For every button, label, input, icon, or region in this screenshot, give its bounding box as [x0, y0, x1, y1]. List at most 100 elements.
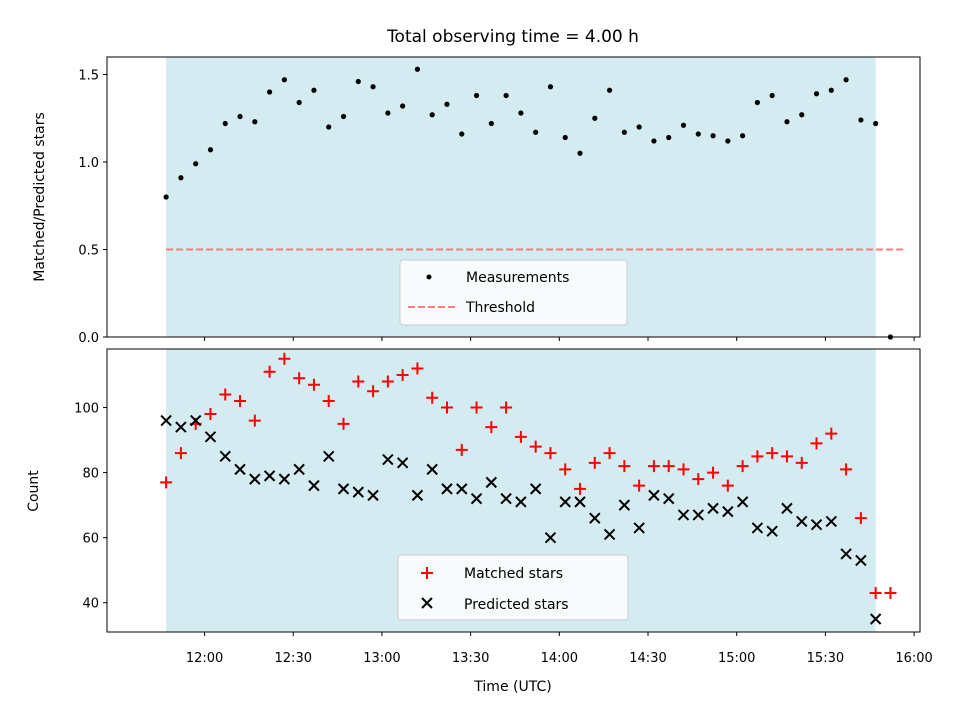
predicted-star-point: [500, 492, 512, 505]
matched-star-point: [470, 401, 483, 414]
matched-star-point: [322, 395, 335, 408]
predicted-star-point: [810, 518, 823, 531]
predicted-star-point: [529, 483, 542, 495]
measurement-point: [562, 134, 568, 141]
predicted-star-point: [603, 528, 616, 541]
matched-star-point: [381, 375, 394, 388]
bottom-y-axis-label: Count: [26, 470, 42, 512]
predicted-star-point: [736, 496, 749, 508]
matched-star-point: [455, 443, 468, 456]
bottom-axes-frame: [106, 348, 921, 633]
predicted-star-point: [426, 463, 438, 476]
top-y-tick-label: 0.0: [78, 331, 99, 346]
predicted-star-point: [648, 489, 660, 502]
predicted-star-point: [189, 414, 202, 427]
matched-star-point: [367, 385, 380, 398]
top-x-ticks: [204, 337, 915, 341]
matched-star-point: [234, 395, 247, 408]
measurement-point: [311, 87, 317, 93]
bottom-y-tick-label: 100: [74, 402, 99, 417]
matched-star-point: [662, 460, 675, 473]
measurement-point: [178, 175, 184, 181]
measurement-point: [754, 99, 761, 106]
predicted-star-point: [677, 509, 690, 521]
predicted-star-point: [589, 512, 601, 524]
x-tick-label: 13:00: [363, 651, 400, 666]
matched-star-point: [692, 473, 705, 486]
top-y-tick-label: 0.5: [78, 244, 99, 259]
predicted-star-point: [308, 479, 320, 492]
bottom-y-tick-label: 40: [82, 597, 99, 612]
predicted-star-point: [781, 502, 793, 515]
x-tick-label: 13:30: [452, 651, 489, 666]
x-axis-label: Time (UTC): [473, 679, 551, 695]
predicted-star-point: [692, 509, 704, 521]
predicted-star-point: [825, 515, 838, 528]
matched-star-point: [766, 447, 779, 460]
predicted-star-point: [663, 492, 675, 505]
predicted-star-point: [293, 463, 305, 476]
predicted-star-point: [219, 450, 231, 463]
legend-marker-measurements: [426, 274, 432, 280]
measurement-point: [769, 92, 775, 99]
measurement-point: [444, 101, 450, 107]
measurement-point: [207, 147, 214, 153]
measurement-point: [252, 119, 258, 125]
matched-star-point: [352, 375, 365, 388]
predicted-star-point: [337, 483, 350, 495]
matched-star-point: [544, 447, 557, 460]
predicted-star-point: [456, 483, 468, 495]
matched-star-point: [440, 401, 453, 414]
predicted-star-point: [544, 531, 557, 544]
measurement-point: [740, 133, 746, 139]
predicted-star-point: [234, 463, 246, 476]
matched-star-point: [618, 460, 631, 473]
matched-star-point: [780, 450, 793, 463]
matched-star-point: [588, 456, 601, 469]
top-y-axis-label: Matched/Predicted stars: [32, 112, 48, 282]
measurement-point: [680, 122, 687, 128]
legend-marker-matched: [421, 567, 433, 579]
measurement-point: [163, 194, 169, 200]
measurement-point: [784, 119, 790, 125]
matched-star-point: [869, 586, 882, 599]
matched-star-point: [160, 476, 173, 489]
top-marks: [163, 66, 906, 340]
measurement-point: [503, 92, 509, 99]
predicted-star-point: [633, 522, 645, 534]
matched-star-point: [263, 365, 276, 378]
x-tick-label: 15:30: [807, 651, 844, 666]
top-panel: 0.0 0.5 1.0 1.5 Matched/Predicted stars Mea…: [32, 56, 921, 346]
measurement-point: [813, 91, 820, 97]
predicted-star-point: [441, 483, 453, 495]
predicted-star-point: [411, 489, 424, 502]
predicted-star-point: [204, 431, 217, 443]
legend-label-measurements: Measurements: [466, 270, 569, 286]
measurement-point: [340, 113, 347, 120]
bottom-y-tick-label: 60: [82, 532, 99, 547]
predicted-star-point: [160, 414, 172, 427]
matched-star-point: [707, 466, 720, 479]
matched-star-point: [825, 427, 838, 440]
chart-title: Total observing time = 4.00 h: [386, 27, 639, 47]
measurement-point: [651, 138, 657, 144]
matched-star-point: [485, 421, 498, 434]
bottom-marks: [160, 352, 897, 625]
matched-star-point: [411, 362, 424, 375]
matched-star-point: [603, 447, 616, 460]
matched-star-point: [810, 437, 823, 450]
matched-star-point: [219, 388, 232, 401]
measurement-point: [725, 138, 731, 144]
measurement-point: [281, 77, 287, 83]
matched-star-point: [633, 479, 646, 492]
top-axes-frame: [106, 56, 921, 338]
bottom-panel: 40 60 80 100 12:00 12:30 13:00 13:30 14:00 14:30…: [26, 348, 933, 695]
matched-star-point: [426, 391, 439, 404]
x-tick-label: 15:00: [718, 651, 755, 666]
measurement-point: [355, 78, 361, 85]
bottom-legend: Matched stars Predicted stars: [397, 554, 629, 621]
predicted-star-point: [485, 476, 498, 489]
measurement-point: [296, 99, 302, 106]
predicted-star-point: [249, 473, 261, 485]
predicted-star-point: [751, 522, 764, 534]
